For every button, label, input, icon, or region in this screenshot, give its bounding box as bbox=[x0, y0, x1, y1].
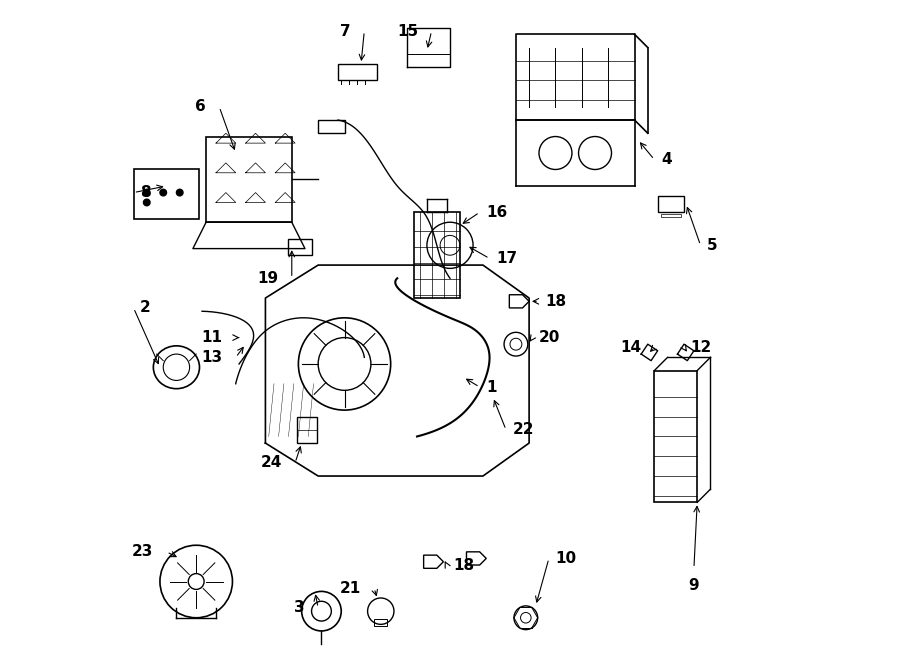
Text: 12: 12 bbox=[690, 340, 712, 355]
Circle shape bbox=[176, 189, 183, 196]
Text: 14: 14 bbox=[620, 340, 641, 355]
Bar bbox=[661, 214, 680, 217]
Polygon shape bbox=[509, 295, 529, 308]
Text: 10: 10 bbox=[555, 551, 577, 566]
Text: 7: 7 bbox=[340, 24, 351, 38]
Bar bbox=[374, 619, 387, 626]
Text: 11: 11 bbox=[202, 330, 222, 345]
Bar bbox=[206, 136, 292, 222]
Text: 8: 8 bbox=[140, 185, 151, 200]
Text: 22: 22 bbox=[513, 422, 534, 438]
Text: 21: 21 bbox=[340, 581, 361, 596]
Text: 3: 3 bbox=[294, 600, 305, 616]
Text: 15: 15 bbox=[397, 24, 418, 38]
Bar bbox=[297, 416, 317, 443]
Text: 23: 23 bbox=[132, 544, 153, 559]
Circle shape bbox=[143, 189, 150, 196]
Circle shape bbox=[143, 199, 150, 206]
Bar bbox=[658, 196, 684, 213]
Polygon shape bbox=[466, 552, 486, 565]
Text: 1: 1 bbox=[486, 379, 497, 395]
Text: 19: 19 bbox=[257, 271, 279, 286]
Text: 9: 9 bbox=[688, 578, 699, 593]
Text: 4: 4 bbox=[661, 152, 671, 167]
Polygon shape bbox=[424, 555, 444, 568]
Text: 18: 18 bbox=[454, 557, 474, 573]
Bar bbox=[338, 64, 377, 81]
Bar bbox=[414, 213, 460, 298]
Text: 17: 17 bbox=[496, 251, 518, 266]
Text: 16: 16 bbox=[486, 205, 508, 220]
Circle shape bbox=[160, 189, 166, 196]
Text: 5: 5 bbox=[707, 238, 717, 253]
Text: 24: 24 bbox=[260, 455, 282, 470]
Bar bbox=[319, 120, 345, 133]
Text: 13: 13 bbox=[202, 350, 222, 365]
Text: 6: 6 bbox=[195, 99, 206, 115]
Text: 18: 18 bbox=[545, 294, 567, 309]
Text: 2: 2 bbox=[140, 301, 151, 315]
Bar bbox=[289, 239, 311, 255]
Bar bbox=[654, 371, 698, 502]
Text: 20: 20 bbox=[539, 330, 561, 345]
